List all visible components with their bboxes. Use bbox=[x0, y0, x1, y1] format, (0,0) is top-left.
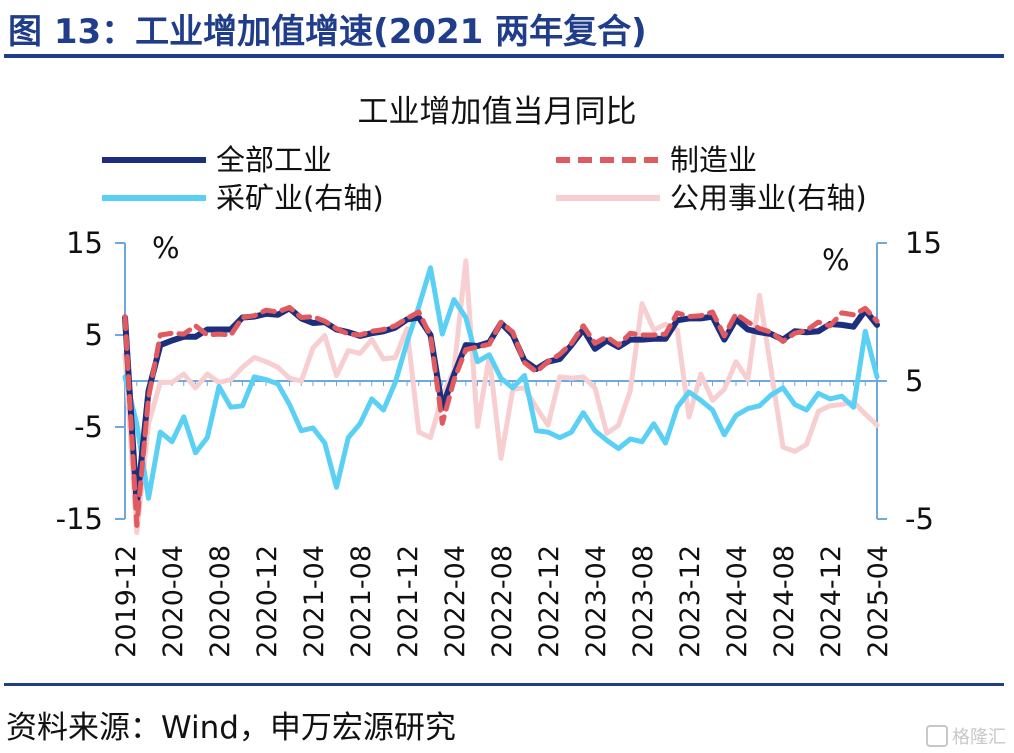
x-tick-label: 2023-12 bbox=[675, 545, 706, 658]
figure-title: 图 13：工业增加值增速(2021 两年复合) bbox=[8, 12, 647, 52]
x-tick-label: 2022-12 bbox=[534, 545, 565, 658]
x-tick-label: 2021-12 bbox=[393, 545, 424, 658]
series-line-utilities bbox=[122, 258, 880, 536]
right-tick-label: 15 bbox=[905, 226, 942, 260]
x-tick-label: 2022-04 bbox=[440, 545, 471, 658]
watermark-logo-icon bbox=[926, 725, 948, 747]
axes: 15 5 -5 -15 15 5 -5% % 2019-12 2020-04 2020-08 2020… bbox=[56, 226, 942, 658]
right-tick-label: 5 bbox=[905, 364, 923, 398]
legend-item-utilities: 公用事业(右轴) bbox=[556, 181, 867, 215]
x-tick-label: 2024-12 bbox=[816, 545, 847, 658]
right-unit-label: % bbox=[822, 243, 850, 277]
series-layer bbox=[122, 258, 880, 536]
x-tick-label: 2019-12 bbox=[111, 545, 142, 658]
left-unit-label: % bbox=[152, 231, 180, 265]
legend-label: 制造业 bbox=[670, 143, 757, 177]
x-tick-label: 2021-08 bbox=[346, 545, 377, 658]
x-tick-label: 2021-04 bbox=[299, 545, 330, 658]
legend-item-all-industry: 全部工业 bbox=[102, 143, 332, 177]
left-tick-label: -5 bbox=[74, 410, 103, 444]
source-rule bbox=[4, 683, 1004, 686]
x-tick-label: 2025-04 bbox=[863, 545, 894, 658]
left-tick-label: -15 bbox=[56, 502, 103, 536]
series-line-manufacturing bbox=[122, 304, 880, 528]
x-tick-label: 2024-08 bbox=[769, 545, 800, 658]
source-note: 资料来源：Wind，申万宏源研究 bbox=[6, 710, 456, 746]
legend-label: 全部工业 bbox=[216, 143, 332, 177]
x-tick-label: 2022-08 bbox=[487, 545, 518, 658]
title-rule bbox=[4, 54, 1004, 58]
x-tick-label: 2020-04 bbox=[158, 545, 189, 658]
x-tick-label: 2020-08 bbox=[205, 545, 236, 658]
x-tick-label: 2024-04 bbox=[722, 545, 753, 658]
right-tick-label: -5 bbox=[905, 502, 934, 536]
x-tick-label: 2020-12 bbox=[252, 545, 283, 658]
legend-label: 采矿业(右轴) bbox=[216, 181, 384, 215]
watermark-text: 格隆汇 bbox=[952, 727, 1006, 748]
left-tick-label: 5 bbox=[85, 318, 103, 352]
left-tick-label: 15 bbox=[66, 226, 103, 260]
legend-label: 公用事业(右轴) bbox=[670, 181, 867, 215]
series-line-mining bbox=[122, 265, 880, 501]
legend-item-manufacturing: 制造业 bbox=[556, 143, 757, 177]
chart-title: 工业增加值当月同比 bbox=[358, 94, 637, 130]
watermark: 格隆汇 bbox=[926, 723, 1006, 749]
x-tick-label: 2023-08 bbox=[628, 545, 659, 658]
x-tick-label: 2023-04 bbox=[581, 545, 612, 658]
legend-item-mining: 采矿业(右轴) bbox=[102, 181, 384, 215]
